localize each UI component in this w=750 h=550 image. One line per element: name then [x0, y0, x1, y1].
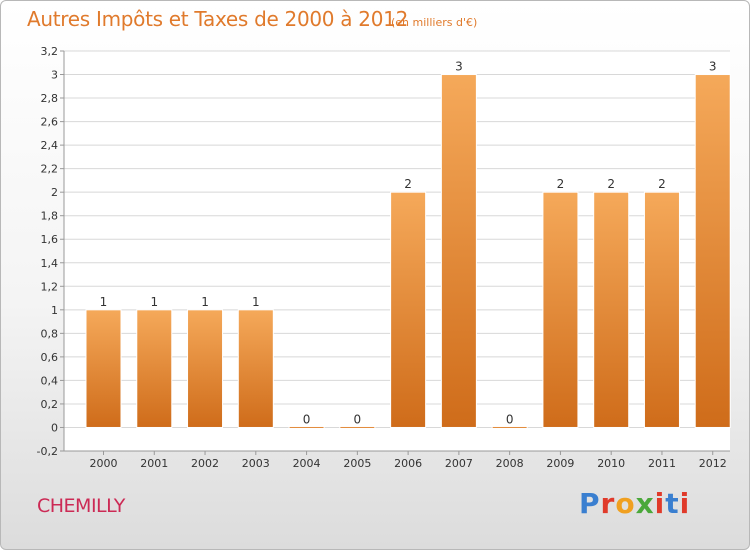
- logo-letter: i: [679, 487, 691, 520]
- value-label-2000: 1: [100, 295, 108, 309]
- x-tick-label-2001: 2001: [140, 457, 168, 470]
- y-tick-label: 2: [51, 186, 58, 199]
- value-label-2009: 2: [557, 177, 565, 191]
- bar-2003: [237, 309, 274, 428]
- x-tick-label-2007: 2007: [445, 457, 473, 470]
- value-label-2010: 2: [607, 177, 615, 191]
- y-tick-label: 1,6: [41, 233, 59, 246]
- bar-2008: [491, 425, 528, 429]
- y-axis-ticks: -0,2 0 0,2 0,4 0,6 0,8 1 1,2 1,4 1,6 1,8 2 2,2 2,4 2,6…: [37, 45, 64, 458]
- value-label-2011: 2: [658, 177, 666, 191]
- chart-title: Autres Impôts et Taxes de 2000 à 2012: [27, 7, 408, 31]
- x-tick-label-2009: 2009: [546, 457, 574, 470]
- bar-2001: [136, 309, 173, 428]
- bar-2006: [390, 191, 427, 428]
- x-tick-label-2005: 2005: [343, 457, 371, 470]
- y-tick-label: 0: [51, 421, 58, 434]
- bar-2010: [593, 191, 630, 428]
- y-tick-label: 0,6: [41, 351, 59, 364]
- value-label-2007: 3: [455, 60, 463, 74]
- value-label-2005: 0: [354, 412, 362, 426]
- x-tick-label-2010: 2010: [597, 457, 625, 470]
- y-tick-label: 2,6: [41, 116, 59, 129]
- y-tick-label: 0,2: [41, 398, 59, 411]
- value-label-2008: 0: [506, 412, 514, 426]
- bar-2007: [440, 74, 477, 428]
- y-tick-label: 2,2: [41, 163, 59, 176]
- logo-letter: i: [654, 487, 666, 520]
- x-tick-label-2011: 2011: [648, 457, 676, 470]
- y-tick-label: 0,8: [41, 327, 59, 340]
- x-tick-label-2000: 2000: [90, 457, 118, 470]
- x-tick-label-2008: 2008: [496, 457, 524, 470]
- bar-2011: [643, 191, 680, 428]
- x-tick-label-2002: 2002: [191, 457, 219, 470]
- proxiti-logo: Proxiti: [579, 487, 690, 520]
- bars: 1 1 1 1 0 0 2 3 0 2 2 2 3: [85, 60, 731, 429]
- x-tick-label-2006: 2006: [394, 457, 422, 470]
- y-tick-label: 3: [51, 69, 58, 82]
- logo-letter: r: [600, 487, 616, 520]
- value-label-2004: 0: [303, 412, 311, 426]
- value-label-2003: 1: [252, 295, 260, 309]
- x-axis-ticks: 2000 2001 2002 2003 2004 2005 2006 2007 2008 2009…: [90, 451, 727, 470]
- logo-letter: P: [579, 487, 601, 520]
- chart-subtitle: (en milliers d'€): [391, 16, 478, 29]
- y-tick-label: 1,2: [41, 280, 59, 293]
- logo-letter: o: [615, 487, 636, 520]
- y-tick-label: 2,8: [41, 92, 59, 105]
- y-tick-label: 0,4: [41, 374, 59, 387]
- value-label-2001: 1: [150, 295, 158, 309]
- logo-letter: x: [635, 487, 655, 520]
- y-tick-label: 3,2: [41, 45, 59, 58]
- bar-2005: [339, 425, 376, 429]
- bar-2012: [694, 74, 731, 428]
- y-tick-label: 2,4: [41, 139, 59, 152]
- x-tick-label-2004: 2004: [293, 457, 321, 470]
- commune-name: CHEMILLY: [37, 495, 125, 517]
- x-tick-label-2012: 2012: [699, 457, 727, 470]
- logo-letter: t: [665, 487, 680, 520]
- y-tick-label: -0,2: [37, 445, 58, 458]
- value-label-2002: 1: [201, 295, 209, 309]
- y-tick-label: 1,8: [41, 210, 59, 223]
- bar-2009: [542, 191, 579, 428]
- y-tick-label: 1,4: [41, 257, 59, 270]
- x-tick-label-2003: 2003: [242, 457, 270, 470]
- value-label-2006: 2: [404, 177, 412, 191]
- bar-2002: [187, 309, 224, 428]
- y-tick-label: 1: [51, 304, 58, 317]
- bar-2000: [85, 309, 122, 428]
- value-label-2012: 3: [709, 60, 717, 74]
- bar-2004: [288, 425, 325, 429]
